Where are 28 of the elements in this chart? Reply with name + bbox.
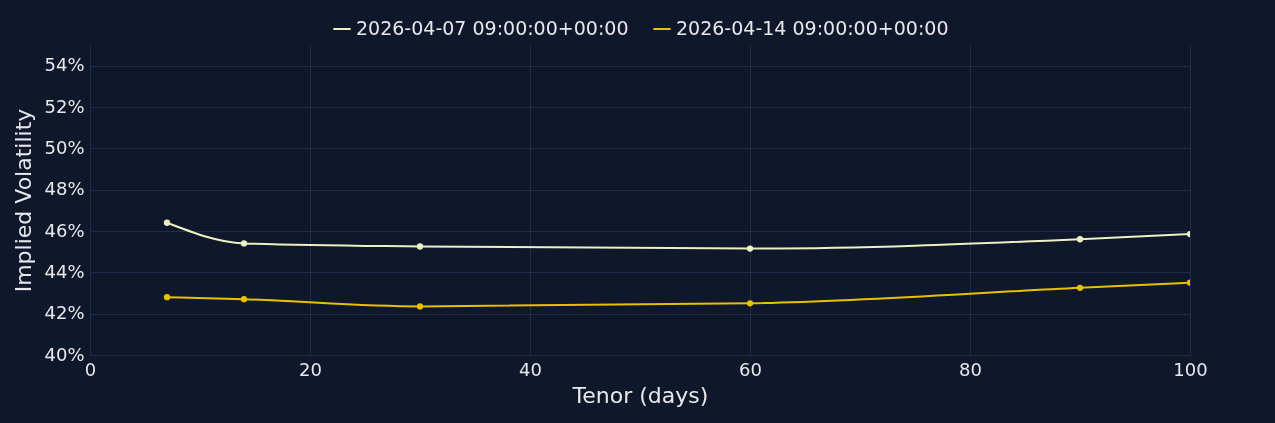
point: [1076, 236, 1084, 243]
point: [1076, 284, 1084, 291]
point: [240, 296, 248, 303]
y-tick-label: 40%: [44, 343, 85, 365]
x-tick-label: 80: [959, 358, 982, 380]
point: [240, 240, 248, 247]
point: [416, 243, 424, 250]
y-tick-label: 44%: [44, 260, 85, 282]
y-tick-label: 48%: [44, 178, 85, 200]
x-tick-label: 20: [299, 358, 322, 380]
y-tick-label: 42%: [44, 302, 85, 324]
x-tick-label: 100: [1173, 358, 1208, 380]
y-axis-title: Implied Volatility: [11, 108, 37, 293]
x-tick-label: 40: [519, 358, 542, 380]
point: [163, 219, 171, 226]
x-tick-label: 0: [84, 358, 97, 380]
point: [746, 245, 754, 252]
legend-label: 2026-04-14 09:00:00+00:00: [676, 17, 949, 39]
point: [746, 300, 754, 307]
x-axis-title: Tenor (days): [571, 382, 709, 408]
point: [163, 293, 171, 301]
y-tick-label: 46%: [44, 219, 85, 241]
y-tick-label: 50%: [44, 136, 85, 158]
point: [416, 303, 424, 310]
legend-label: 2026-04-07 09:00:00+00:00: [356, 17, 629, 39]
y-tick-label: 54%: [44, 54, 85, 76]
x-tick-label: 60: [739, 358, 762, 380]
y-tick-label: 52%: [44, 95, 85, 117]
